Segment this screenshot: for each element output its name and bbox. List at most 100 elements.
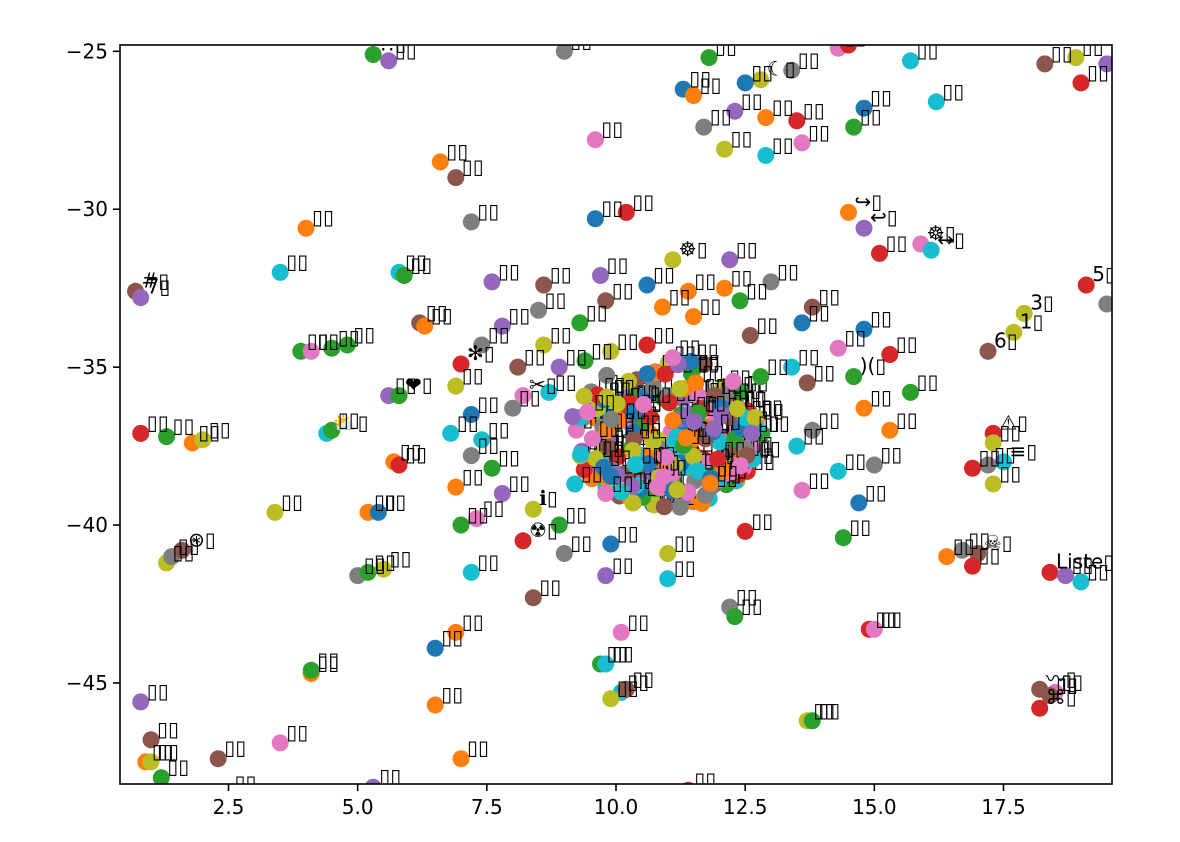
scatter-point [1067,49,1085,67]
cluster-point-label: ▯▯ [758,410,780,434]
point-label: ☠▯ [984,531,1013,555]
point-label: ▯▯ [818,284,840,308]
cluster-point [685,448,703,465]
point-label: ▯▯ [880,606,902,630]
point-label: ▯▯ [942,79,964,103]
point-label: ▯▯ [1061,669,1083,693]
point-label: ▯▯ [405,249,427,273]
cluster-point-label: ▯▯ [641,442,663,466]
cluster-point-label: ▯▯ [759,436,781,460]
point-label: ▯▯ [224,736,246,760]
scatter-point [731,292,749,310]
cluster-point [709,450,727,468]
scatter-point [1005,323,1023,341]
point-label: ▯▯ [818,407,840,431]
scatter-point [845,368,863,386]
cluster-point-label: ▯▯ [650,382,672,406]
scatter-point [1057,567,1074,585]
point-label: ▯▯ [281,489,303,513]
scatter-point [953,541,971,559]
scatter-point [576,352,594,370]
point-label: ▯▯ [581,461,603,485]
scatter-point [984,475,1002,493]
point-label: ▯▯ [813,360,835,384]
scatter-point [865,456,883,474]
cluster-point [695,355,713,373]
scatter-point [473,336,491,354]
cluster-point-label: ▯▯ [613,374,635,398]
point-label: ↪▯ [855,189,883,213]
point-label: ▯▯ [462,363,484,387]
scatter-point [338,336,356,354]
scatter-point [530,301,547,319]
point-label: ☢▯ [529,518,558,542]
point-label: )(▯ [860,354,887,378]
scatter-point [524,500,542,518]
scatter-point [638,276,656,294]
scatter-point [783,358,801,376]
cluster-point [746,409,764,426]
scatter-point [664,349,682,367]
scatter-point [597,655,615,673]
point-label: ▯▯ [441,682,463,706]
scatter-point [840,203,857,221]
point-label: ▯▯ [999,420,1021,444]
point-label: ▯▯ [715,35,737,59]
scatter-point [462,447,480,465]
point-label: ▯▯ [457,410,479,434]
point-label: ▯▯ [586,300,608,324]
point-label: ▯▯ [374,489,396,513]
point-label: ✻▯ [467,341,495,365]
scatter-point [452,355,470,373]
point-label: ▯▯ [462,464,484,488]
x-tick-label: 10.0 [594,795,639,819]
point-label: ▯▯ [870,385,892,409]
point-label: ▯▯ [550,262,572,286]
scatter-point [829,462,847,480]
scatter-point [741,327,759,344]
point-label: ▯▯ [477,199,499,223]
cluster-point [564,408,582,426]
cluster-point [567,421,585,439]
cluster-point [685,413,703,430]
point-label: ▯▯ [488,322,510,346]
cluster-point-label: ▯▯ [639,410,661,434]
point-label: ▯▯ [632,189,654,213]
point-label: ▯▯ [410,253,432,277]
point-label: ▯▯ [147,410,169,434]
scatter-point [871,244,888,262]
point-label: ▯▯ [508,471,530,495]
cluster-point [644,378,662,395]
scatter-point [757,147,775,164]
point-label: ☸▯ [679,237,708,261]
point-label: ❤▯ [405,373,433,397]
scatter-point [493,317,511,335]
scatter-points [127,45,1112,784]
point-label: 7▯ [147,275,171,299]
point-label: ▯▯ [400,439,422,463]
point-label: ▯▯ [798,344,820,368]
scatter-point [297,219,315,237]
point-label: ▯▯ [467,736,489,760]
point-label: ▯▯ [607,641,629,665]
cluster-point-label: ▯▯ [602,436,624,460]
point-label: ▯▯ [694,268,716,292]
point-label: ▯▯ [384,489,406,513]
scatter-point [865,620,883,638]
point-label: ▯▯ [565,502,587,526]
point-label: ▯▯ [968,527,990,551]
x-tick-label: 17.5 [981,795,1026,819]
cluster-point [690,387,708,405]
scatter-point [695,118,713,136]
point-label: ▯▯ [870,85,892,109]
cluster-point [712,406,730,424]
point-label: ▯▯ [524,344,546,368]
scatter-point [514,532,532,550]
scatter-point [380,52,398,70]
scatter-point [1098,55,1112,73]
scatter-point [390,456,408,474]
point-label: ▯▯ [772,95,794,119]
point-label: ▯▯ [477,549,499,573]
scatter-point [803,298,821,316]
point-label: ▯▯ [741,88,763,112]
